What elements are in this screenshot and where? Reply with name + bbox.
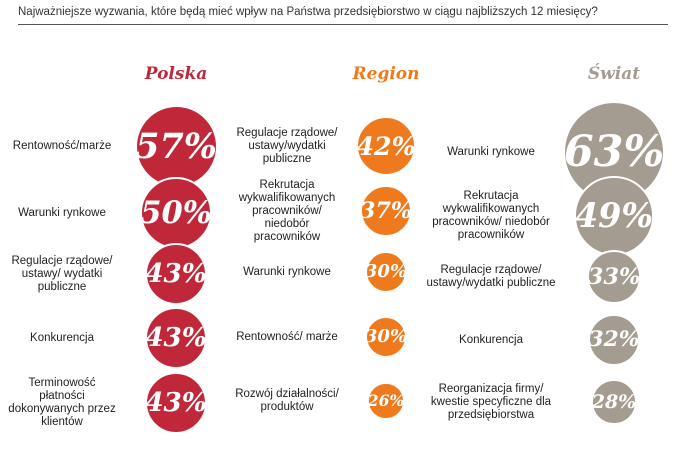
category-label-polska-3: Regulacje rządowe/ ustawy/ wydatki publi… <box>11 254 113 293</box>
category-label-swiat-3: Regulacje rządowe/ ustawy/wydatki public… <box>426 264 556 289</box>
bubble-swiat-3: 33% <box>587 250 641 304</box>
category-label-swiat-2: Rekrutacja wykwalifikowanych pracowników… <box>432 190 550 241</box>
bubble-polska-3: 43% <box>144 242 208 306</box>
category-label-region-1: Regulacje rządowe/ ustawy/wydatki public… <box>236 126 338 165</box>
column-title-swiat: Świat <box>587 64 641 84</box>
bubble-swiat-4: 32% <box>588 314 640 366</box>
bubble-region-4: 30% <box>364 315 408 359</box>
bubble-polska-4: 43% <box>144 306 208 370</box>
category-label-region-2: Rekrutacja wykwalifikowanych pracowników… <box>238 178 336 243</box>
bubble-region-5: 26% <box>367 382 405 420</box>
column-title-region: Region <box>352 64 420 84</box>
question-text: Najważniejsze wyzwania, które będą mieć … <box>18 6 668 25</box>
bubble-polska-2: 50% <box>139 176 213 250</box>
bubble-region-2: 37% <box>359 184 413 238</box>
bubble-region-1: 42% <box>356 116 416 176</box>
bubble-polska-1: 57% <box>134 104 218 188</box>
category-label-swiat-1: Warunki rynkowe <box>447 145 535 158</box>
bubble-swiat-5: 28% <box>591 379 637 425</box>
column-title-polska: Polska <box>144 64 208 84</box>
category-label-polska-5: Terminowość płatności dokonywanych przez… <box>8 377 116 428</box>
category-label-region-5: Rozwój działalności/ produktów <box>235 388 339 413</box>
bubble-swiat-2: 49% <box>574 176 654 256</box>
bubble-region-3: 30% <box>364 250 408 294</box>
category-label-region-4: Rentowność/ marże <box>236 330 338 343</box>
category-label-polska-4: Konkurencja <box>30 331 94 344</box>
category-label-polska-1: Rentowność/marże <box>12 139 112 152</box>
category-label-polska-2: Warunki rynkowe <box>18 206 106 219</box>
bubble-polska-5: 43% <box>144 371 208 435</box>
category-label-swiat-4: Konkurencja <box>459 333 523 346</box>
category-label-region-3: Warunki rynkowe <box>243 265 331 278</box>
category-label-swiat-5: Reorganizacja firmy/ kwestie specyficzne… <box>430 382 552 421</box>
